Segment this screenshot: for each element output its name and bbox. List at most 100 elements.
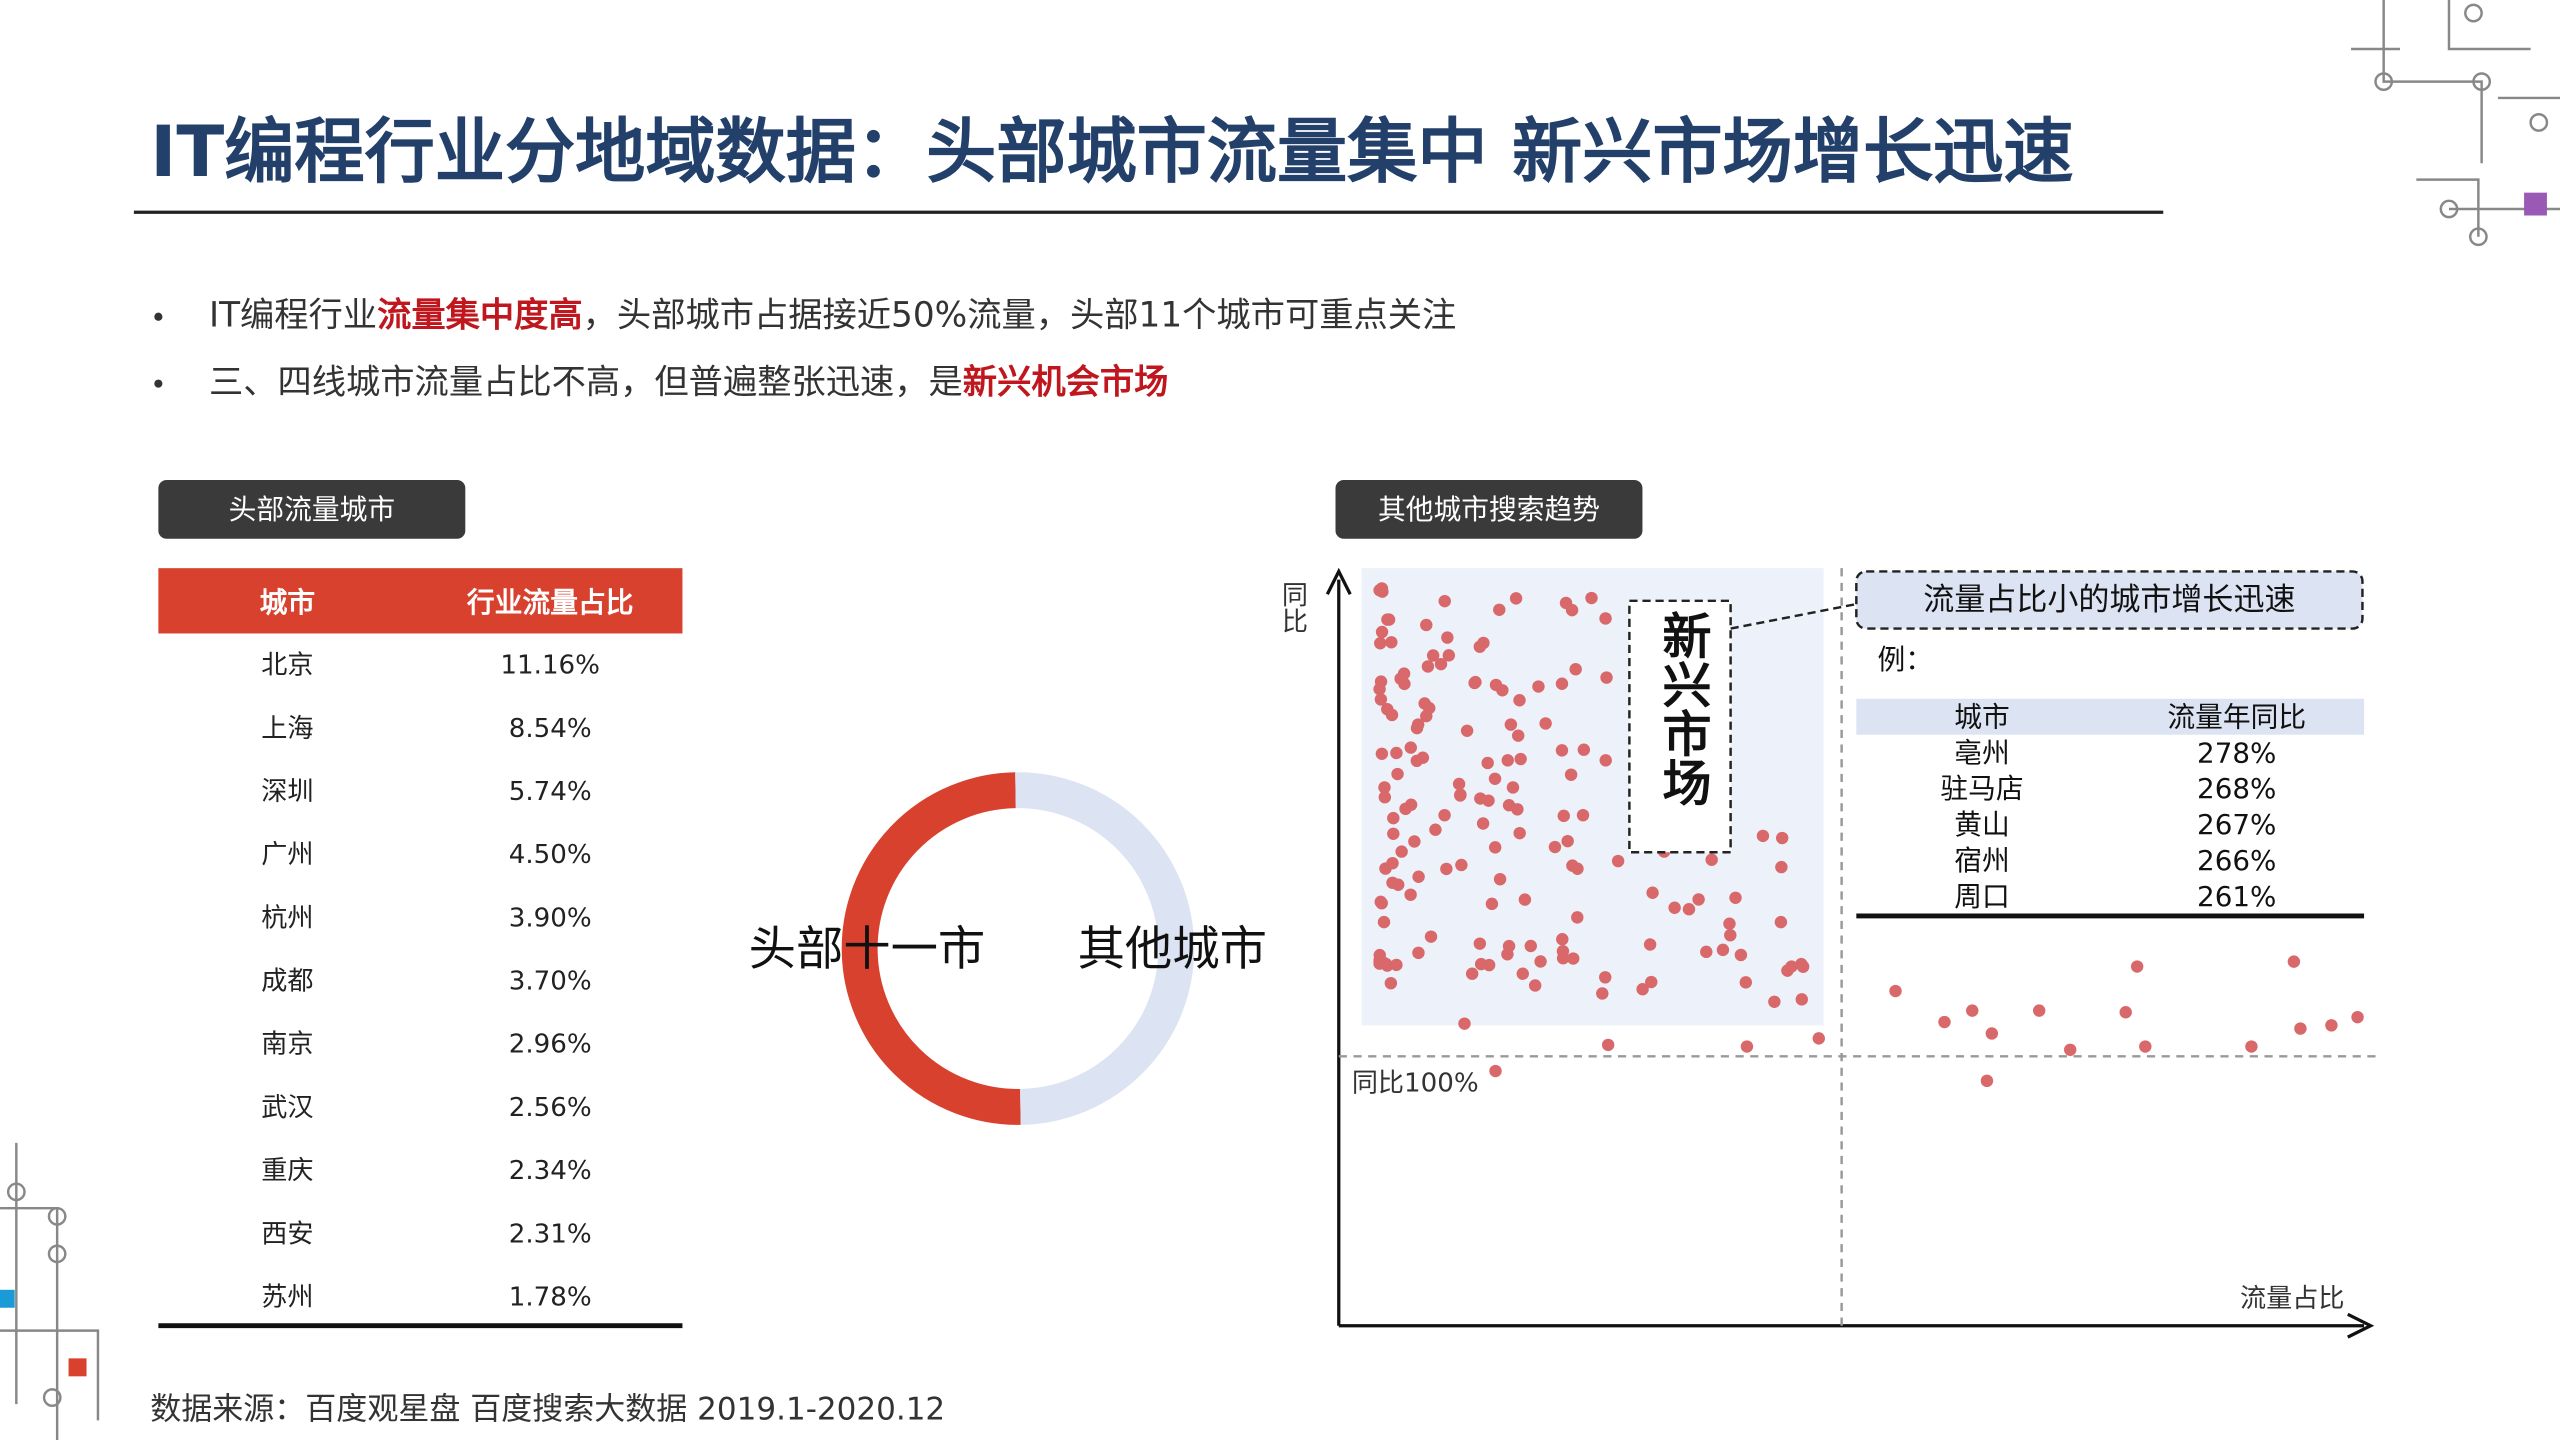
scatter-dot bbox=[1596, 987, 1609, 1000]
scatter-dot bbox=[1421, 660, 1435, 673]
scatter-dot bbox=[1723, 917, 1736, 930]
bullet-text: IT编程行业流量集中度高，头部城市占据接近50%流量，头部11个城市可重点关注 bbox=[209, 295, 1456, 335]
table-cell: 5.74% bbox=[509, 777, 592, 807]
scatter-dot bbox=[1559, 596, 1573, 610]
scatter-dot bbox=[1434, 657, 1448, 671]
scatter-dot bbox=[1611, 854, 1625, 868]
decor-square bbox=[2524, 192, 2547, 216]
scatter-dot bbox=[1692, 893, 1705, 906]
scatter-dot bbox=[1534, 955, 1547, 968]
donut-label: 其他城市 bbox=[1078, 922, 1267, 977]
reference-label: 同比100% bbox=[1352, 1069, 1479, 1099]
scatter-dot bbox=[1488, 772, 1502, 785]
scatter-dot bbox=[1513, 826, 1526, 840]
example-label: 例： bbox=[1878, 643, 1934, 676]
scatter-dot bbox=[1438, 808, 1451, 822]
scatter-dot bbox=[1426, 649, 1440, 662]
scatter-dot bbox=[1601, 1038, 1615, 1052]
scatter-dot bbox=[2130, 960, 2144, 973]
scatter-dot bbox=[1756, 829, 1770, 843]
scatter-dot bbox=[1646, 886, 1659, 899]
table-cell: 11.16% bbox=[500, 651, 600, 681]
table-cell: 268% bbox=[2197, 772, 2276, 805]
table-cell: 周口 bbox=[1954, 880, 2010, 913]
scatter-dot bbox=[1373, 584, 1386, 597]
scatter-dot bbox=[1485, 897, 1499, 911]
scatter-dot bbox=[2139, 1040, 2152, 1053]
scatter-dots bbox=[1373, 582, 2364, 1088]
scatter-dot bbox=[1378, 791, 1392, 804]
scatter-dot bbox=[1705, 853, 1718, 866]
scatter-dot bbox=[1567, 952, 1580, 965]
scatter-dot bbox=[1812, 1032, 1825, 1045]
bullet-part: IT编程行业 bbox=[209, 295, 377, 335]
scatter-dot bbox=[2287, 955, 2301, 968]
scatter-dot bbox=[1488, 841, 1502, 854]
scatter-dot bbox=[1489, 1064, 1502, 1078]
callout-text: 流量占比小的城市增长迅速 bbox=[1923, 582, 2295, 618]
scatter-dot bbox=[1454, 788, 1467, 801]
scatter-dot bbox=[1795, 957, 1808, 971]
scatter-dot bbox=[1556, 933, 1569, 946]
scatter-dot bbox=[1599, 971, 1612, 984]
table-cell: 2.96% bbox=[509, 1030, 592, 1060]
scatter-dot bbox=[1424, 930, 1438, 943]
table-cell: 苏州 bbox=[261, 1282, 313, 1312]
panel-label: 头部流量城市 bbox=[229, 493, 396, 526]
table-cell: 278% bbox=[2197, 736, 2276, 769]
scatter-dot bbox=[1506, 781, 1520, 794]
scatter-dot bbox=[1458, 1017, 1471, 1030]
scatter-dot bbox=[1600, 671, 1613, 684]
table-cell: 亳州 bbox=[1954, 736, 2010, 769]
x-axis-label: 流量占比 bbox=[2240, 1284, 2344, 1314]
scatter-dot bbox=[1386, 876, 1399, 889]
scatter-dot bbox=[1768, 995, 1781, 1008]
scatter-dot bbox=[1473, 937, 1487, 950]
table-cell: 黄山 bbox=[1954, 808, 2010, 841]
table-cell: 2.34% bbox=[509, 1156, 592, 1186]
scatter-dot bbox=[1382, 613, 1396, 626]
scatter-dot bbox=[1889, 984, 1902, 998]
scatter-dot bbox=[1390, 746, 1403, 760]
scatter-dot bbox=[1442, 649, 1456, 662]
scatter-dot bbox=[1513, 694, 1526, 707]
bullet-dot bbox=[154, 379, 163, 388]
table-header-cell: 城市 bbox=[1954, 700, 2010, 733]
table-header-cell: 行业流量占比 bbox=[466, 586, 634, 619]
scatter-dot bbox=[1381, 959, 1394, 972]
table-cell: 8.54% bbox=[509, 714, 592, 744]
scatter-dot bbox=[1555, 677, 1569, 690]
scatter-dot bbox=[1501, 754, 1514, 767]
table-cell: 北京 bbox=[261, 651, 313, 681]
scatter-dot bbox=[1781, 964, 1794, 977]
scatter-dot bbox=[1374, 675, 1388, 688]
table-cell: 267% bbox=[2197, 808, 2276, 841]
scatter-dot bbox=[1378, 781, 1391, 794]
scatter-dot bbox=[1514, 752, 1527, 766]
scatter-dot bbox=[1555, 744, 1569, 757]
scatter-dot bbox=[1734, 948, 1748, 962]
scatter-dot bbox=[1404, 888, 1417, 901]
table-header-cell: 流量年同比 bbox=[2167, 700, 2306, 733]
decor-square bbox=[0, 1289, 15, 1308]
table-cell: 3.70% bbox=[509, 967, 592, 997]
table-body: 亳州 278% 驻马店 268% 黄山 267% 宿州 266% 周口 261% bbox=[1940, 736, 2276, 913]
source-note: 数据来源：百度观星盘 百度搜索大数据 2019.1-2020.12 bbox=[150, 1392, 945, 1428]
scatter-dot bbox=[1441, 631, 1454, 644]
scatter-dot bbox=[1404, 741, 1417, 754]
callout-connector bbox=[1730, 602, 1857, 630]
scatter-dot bbox=[1643, 938, 1657, 951]
scatter-dot bbox=[1412, 946, 1425, 960]
scatter-dot bbox=[1509, 592, 1523, 605]
donut-segment bbox=[841, 772, 1021, 1125]
table-cell: 杭州 bbox=[261, 903, 313, 933]
scatter-dot bbox=[1501, 948, 1514, 961]
scatter-dot bbox=[1377, 915, 1391, 929]
scatter-dot bbox=[1482, 794, 1495, 807]
table-cell: 南京 bbox=[261, 1030, 313, 1060]
bullet-text: 三、四线城市流量占比不高，但普遍整张迅速，是新兴机会市场 bbox=[209, 362, 1168, 402]
